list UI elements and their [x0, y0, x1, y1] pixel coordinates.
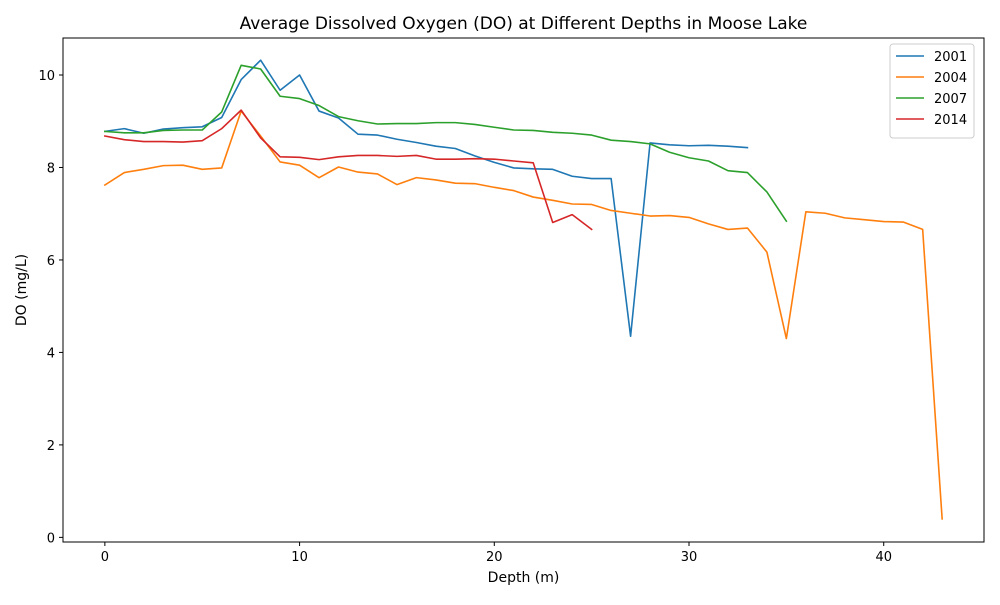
legend-label-2001: 2001	[934, 50, 967, 65]
y-tick-label: 6	[47, 254, 55, 269]
y-tick-label: 10	[38, 69, 55, 84]
y-tick-label: 0	[47, 531, 55, 546]
y-axis: 0 2 4 6 8 10	[38, 69, 63, 546]
x-tick-label: 0	[101, 550, 109, 565]
x-tick-label: 40	[875, 550, 892, 565]
x-tick-label: 30	[681, 550, 698, 565]
y-tick-label: 4	[47, 346, 55, 361]
x-axis-label: Depth (m)	[488, 570, 560, 586]
legend-label-2004: 2004	[934, 71, 967, 86]
legend: 2001 2004 2007 2014	[889, 43, 975, 139]
series-line-2014	[103, 109, 593, 231]
chart-title: Average Dissolved Oxygen (DO) at Differe…	[240, 14, 808, 34]
series-line-2001	[103, 59, 749, 338]
x-axis: 0 10 20 30 40	[101, 542, 892, 565]
series-line-2007	[104, 64, 788, 223]
plot-frame	[62, 37, 985, 543]
series-line-2004	[103, 110, 943, 520]
y-axis-label: DO (mg/L)	[14, 254, 30, 326]
plot-lines	[103, 59, 943, 520]
legend-box	[889, 43, 975, 139]
legend-label-2007: 2007	[934, 92, 967, 107]
x-tick-label: 20	[486, 550, 503, 565]
legend-label-2014: 2014	[934, 113, 967, 128]
x-tick-label: 10	[291, 550, 308, 565]
y-tick-label: 8	[47, 161, 55, 176]
y-tick-label: 2	[47, 439, 55, 454]
